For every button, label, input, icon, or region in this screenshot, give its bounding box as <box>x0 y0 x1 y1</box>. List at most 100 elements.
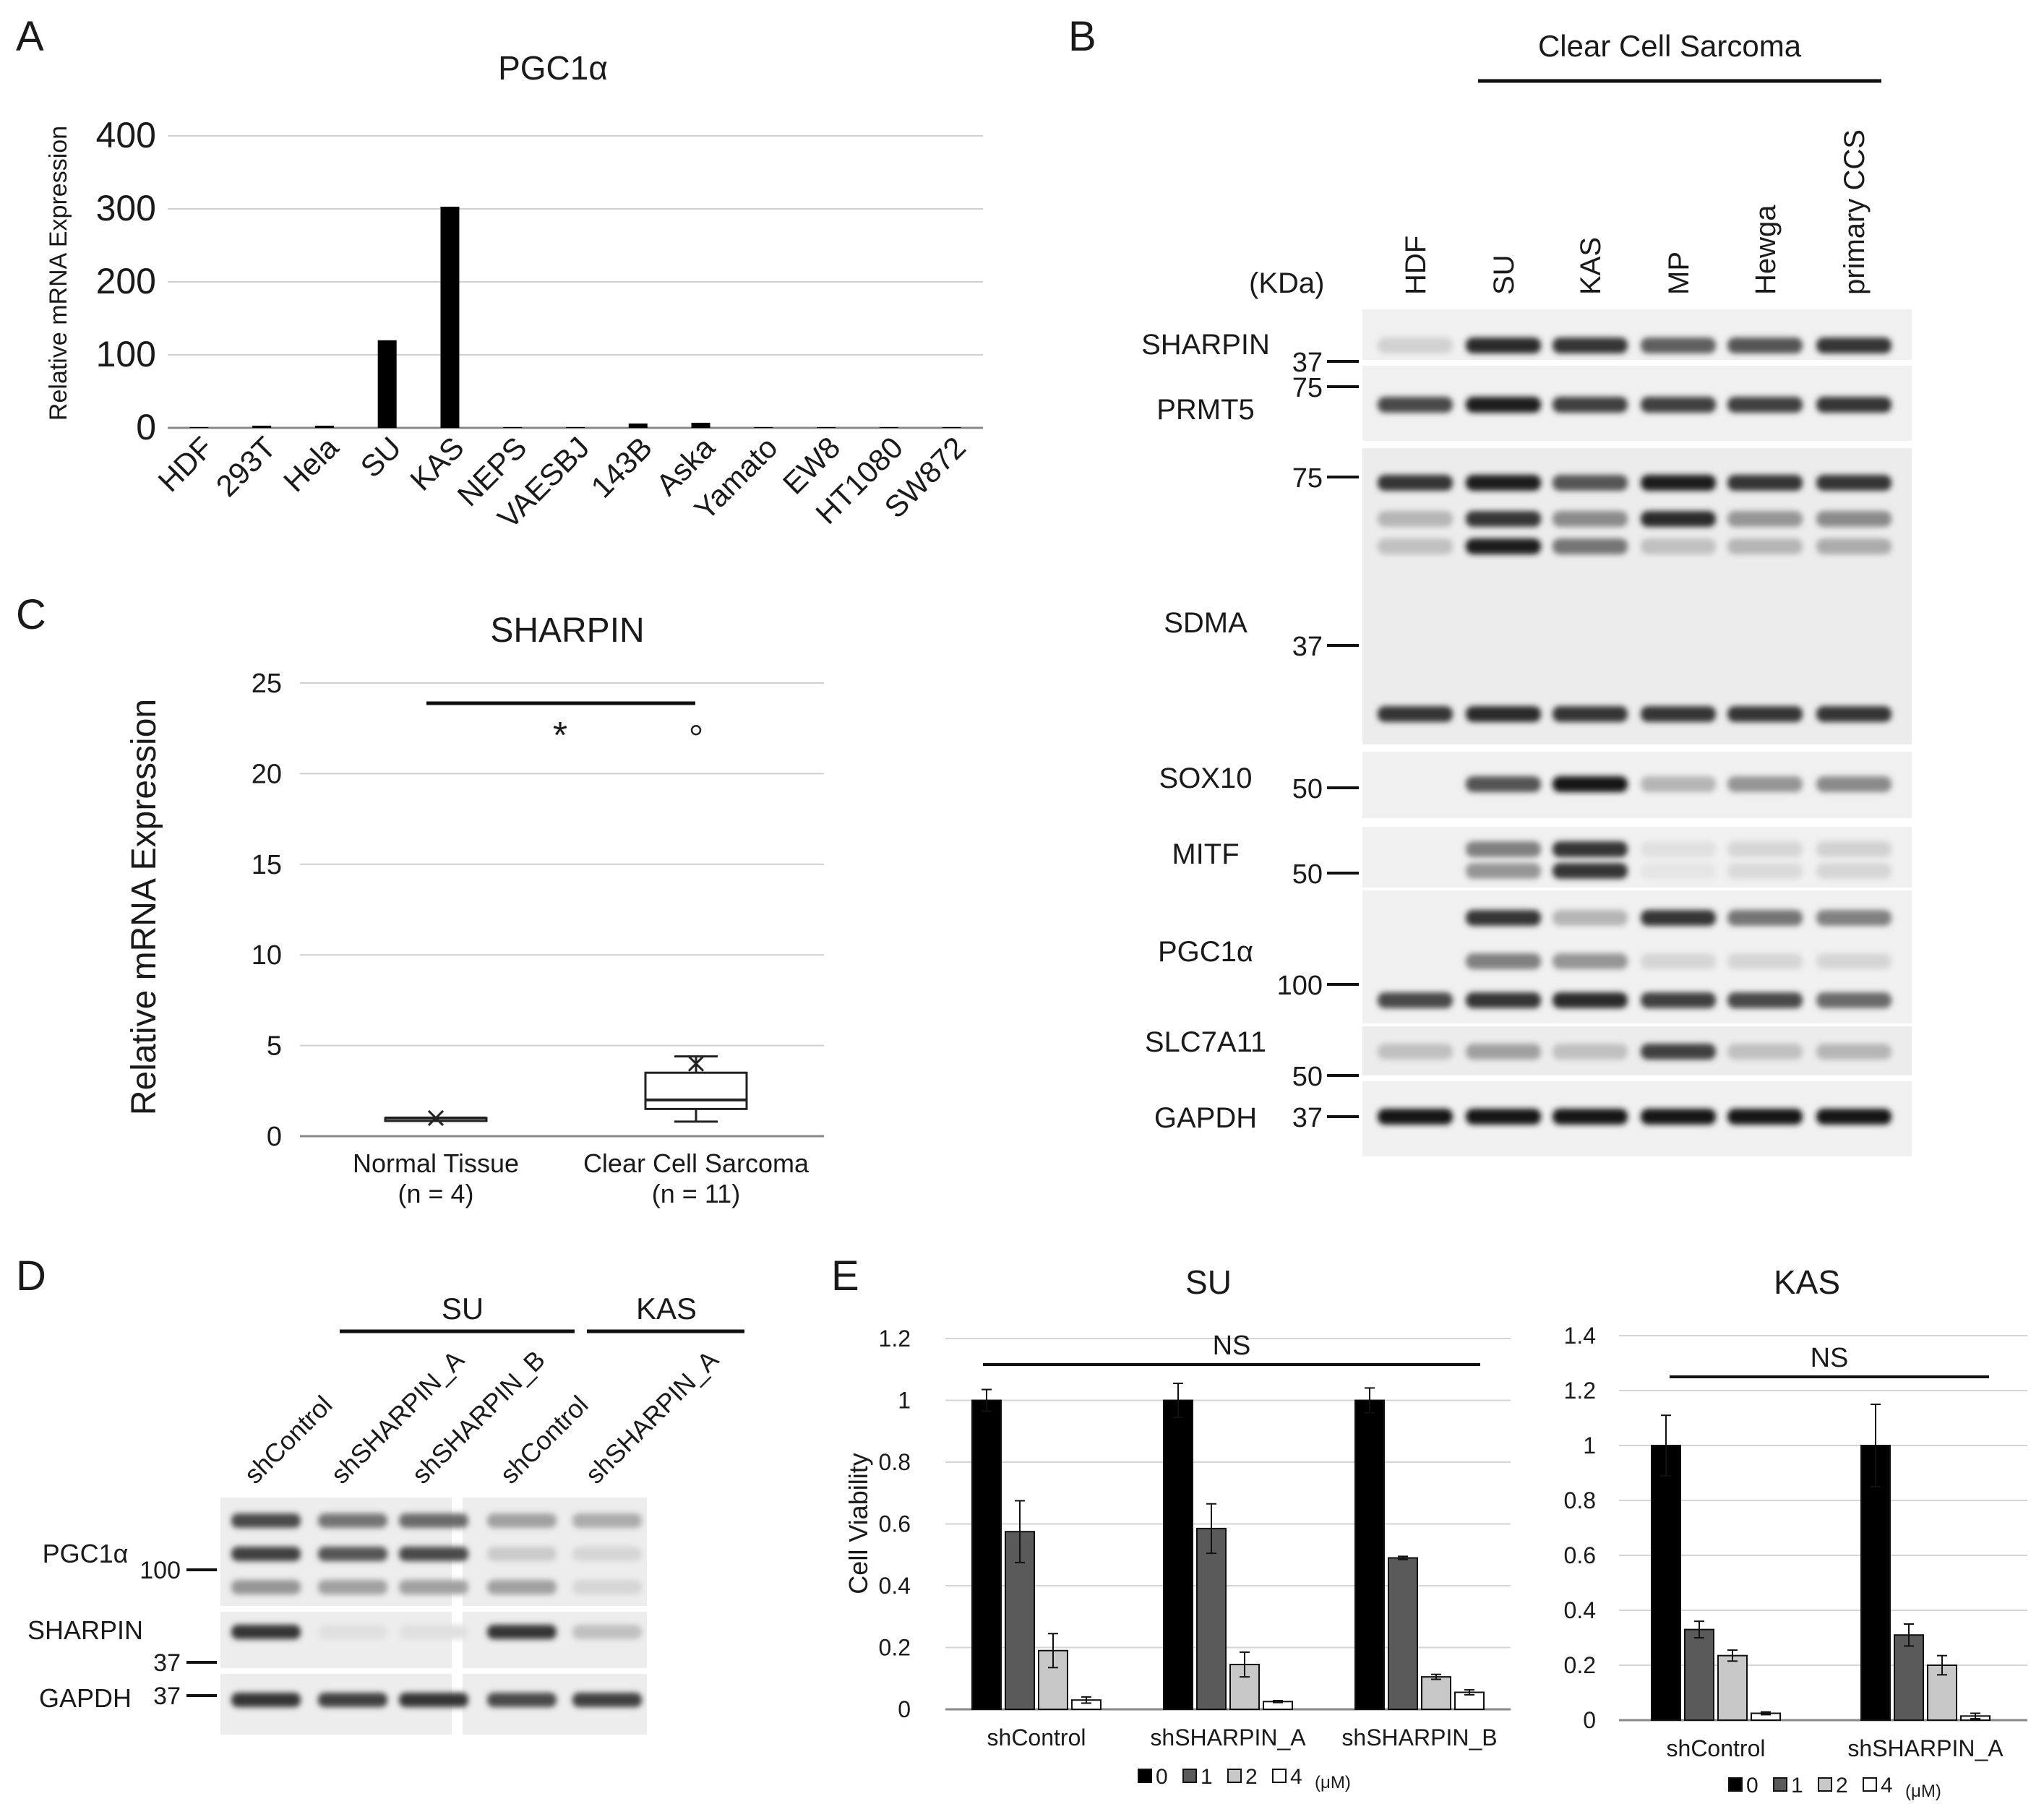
panel-c-group-n: (n = 4) <box>398 1179 473 1208</box>
panel-e-legend-swatch <box>1773 1777 1787 1792</box>
panel-e-legend-label: 4 <box>1881 1774 1893 1797</box>
panel-e-legend-swatch <box>1863 1777 1877 1792</box>
panel-a-xtick-label: HDF <box>151 430 219 498</box>
panel-b-band <box>1816 841 1891 857</box>
panel-b-band <box>1727 511 1803 527</box>
panel-b-band <box>1378 511 1453 527</box>
panel-e-bar <box>1421 1676 1451 1711</box>
panel-d-band <box>399 1625 468 1639</box>
panel-b-band <box>1466 706 1541 722</box>
panel-e-category-label: shSHARPIN_A <box>1150 1724 1306 1751</box>
panel-d-lane-label: shControl <box>239 1390 338 1490</box>
panel-e-ytick-label: 1.2 <box>1564 1378 1596 1404</box>
panel-e-ytick-label: 0.8 <box>879 1449 911 1475</box>
panel-e-legend-label: 1 <box>1791 1774 1803 1797</box>
panel-b-band <box>1816 863 1891 879</box>
panel-b-band <box>1378 475 1453 491</box>
panel-b-band <box>1816 953 1891 969</box>
panel-d-band <box>487 1580 557 1594</box>
panel-b-band <box>1816 338 1891 353</box>
panel-e-category-label: shControl <box>987 1724 1086 1751</box>
panel-b-unit-label: (KDa) <box>1249 267 1324 299</box>
panel-c-ylabel: Relative mRNA Expression <box>125 699 163 1115</box>
panel-a-bar-chart: PGC1α Relative mRNA Expression 0 100 200 30… <box>45 49 983 535</box>
panel-a-ylabel: Relative mRNA Expression <box>45 126 72 421</box>
panel-b-band <box>1553 776 1628 792</box>
panel-b-band <box>1466 841 1541 857</box>
panel-letter-d: D <box>16 1253 46 1300</box>
panel-b-western-blot: Clear Cell Sarcoma (KDa) HDF SU KAS MP Hewga… <box>1141 29 1912 1156</box>
panel-e-legend-label: 2 <box>1245 1765 1258 1789</box>
panel-b-group-label: Clear Cell Sarcoma <box>1538 29 1802 63</box>
panel-b-blot-name: PRMT5 <box>1156 394 1255 426</box>
panel-d-group-su: SU <box>442 1292 484 1326</box>
panel-b-band <box>1641 338 1716 353</box>
panel-b-band <box>1466 992 1541 1008</box>
panel-d-group-kas: KAS <box>636 1292 697 1326</box>
panel-b-band <box>1378 397 1453 413</box>
panel-e-ytick-label: 1 <box>1583 1432 1596 1459</box>
panel-a-bar <box>503 426 523 428</box>
panel-e-legend-label: 4 <box>1290 1765 1302 1789</box>
panel-b-mw-marker: 37 <box>1292 348 1323 378</box>
panel-e-legend-label: 1 <box>1201 1765 1213 1789</box>
panel-d-band <box>487 1547 557 1561</box>
panel-a-xtick-label: 293T <box>210 430 283 503</box>
panel-b-band <box>1553 397 1628 413</box>
panel-b-band <box>1727 953 1803 969</box>
panel-b-band <box>1378 706 1453 722</box>
panel-e-legend-swatch <box>1728 1777 1743 1792</box>
panel-b-band <box>1816 910 1891 926</box>
panel-d-band <box>572 1693 642 1707</box>
panel-e-bar <box>1388 1557 1418 1710</box>
panel-b-band <box>1816 511 1891 527</box>
panel-c-group-label: Normal Tissue <box>353 1148 519 1178</box>
panel-b-band <box>1466 863 1541 879</box>
panel-a-xtick-label: 143B <box>585 430 659 504</box>
panel-b-band <box>1553 1109 1628 1125</box>
panel-b-band <box>1466 1109 1541 1125</box>
panel-b-band <box>1641 1044 1716 1060</box>
panel-c-box <box>644 1071 748 1110</box>
panel-b-band <box>1553 511 1628 527</box>
panel-b-lane-label: MP <box>1663 252 1695 295</box>
panel-b-band <box>1727 776 1803 792</box>
panel-b-lane-label: SU <box>1488 254 1520 295</box>
panel-d-mw-marker: 37 <box>153 1649 181 1677</box>
panel-b-band <box>1727 706 1803 722</box>
panel-e-bar <box>1717 1654 1748 1721</box>
panel-b-mw-marker: 100 <box>1277 971 1323 1001</box>
panel-e-legend-swatch <box>1138 1769 1152 1783</box>
panel-e-ns-label: NS <box>1811 1343 1849 1373</box>
panel-b-band <box>1641 475 1716 491</box>
panel-c-ytick-label: 15 <box>252 850 282 880</box>
panel-e-bar <box>1684 1628 1714 1722</box>
panel-d-band <box>318 1513 387 1528</box>
panel-letter-a: A <box>16 13 44 60</box>
panel-d-band <box>231 1513 301 1528</box>
panel-a-ytick-label: 400 <box>96 115 156 155</box>
panel-c-group-label: Clear Cell Sarcoma <box>583 1148 810 1178</box>
panel-e-ytick-label: 0 <box>898 1696 911 1722</box>
panel-a-bar <box>440 206 460 428</box>
panel-b-band <box>1641 511 1716 527</box>
panel-c-mean-marker <box>687 1055 705 1072</box>
panel-b-band <box>1816 706 1891 722</box>
panel-a-bar <box>252 425 272 428</box>
panel-b-blot-membrane <box>1362 448 1912 744</box>
panel-b-band <box>1466 397 1541 413</box>
panel-b-blot-name: SLC7A11 <box>1145 1026 1266 1058</box>
panel-e-bar <box>1196 1527 1227 1711</box>
panel-e-legend-label: 2 <box>1836 1774 1848 1797</box>
panel-c-mean-marker <box>427 1109 445 1126</box>
panel-b-band <box>1378 538 1453 554</box>
panel-e-ytick-label: 1.4 <box>1564 1323 1596 1349</box>
panel-b-blot-name: SDMA <box>1164 607 1248 639</box>
panel-b-mw-marker: 50 <box>1292 774 1323 804</box>
panel-b-band <box>1553 475 1628 491</box>
panel-d-blot-name: PGC1α <box>43 1539 129 1568</box>
panel-a-ytick-label: 200 <box>96 261 156 301</box>
panel-b-band <box>1553 841 1628 857</box>
panel-e-chart-title: SU <box>1185 1263 1232 1301</box>
panel-d-band <box>231 1580 301 1594</box>
